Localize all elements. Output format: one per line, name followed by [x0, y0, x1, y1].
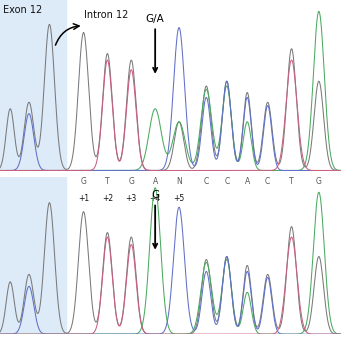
Text: G: G: [80, 177, 87, 186]
Text: +1: +1: [78, 194, 89, 203]
Text: +5: +5: [174, 194, 184, 203]
Text: A: A: [26, 177, 32, 186]
Text: T: T: [289, 177, 294, 186]
Text: C: C: [8, 177, 13, 186]
Bar: [0, 0, 66, 170]
Bar: [0, 177, 66, 334]
Text: Exon 12: Exon 12: [3, 5, 43, 15]
Text: G: G: [316, 177, 322, 186]
Text: T: T: [105, 177, 110, 186]
Text: N: N: [176, 177, 182, 186]
Text: C: C: [265, 177, 270, 186]
Text: A: A: [152, 177, 158, 186]
Text: G: G: [128, 177, 134, 186]
Text: G: G: [151, 190, 159, 248]
Text: +3: +3: [126, 194, 137, 203]
Text: +2: +2: [102, 194, 113, 203]
Text: A: A: [244, 177, 250, 186]
Text: +4: +4: [150, 194, 161, 203]
Text: C: C: [204, 177, 209, 186]
Text: Intron 12: Intron 12: [84, 11, 128, 20]
Text: G/A: G/A: [146, 14, 164, 72]
Text: C: C: [224, 177, 229, 186]
Text: G: G: [46, 177, 53, 186]
